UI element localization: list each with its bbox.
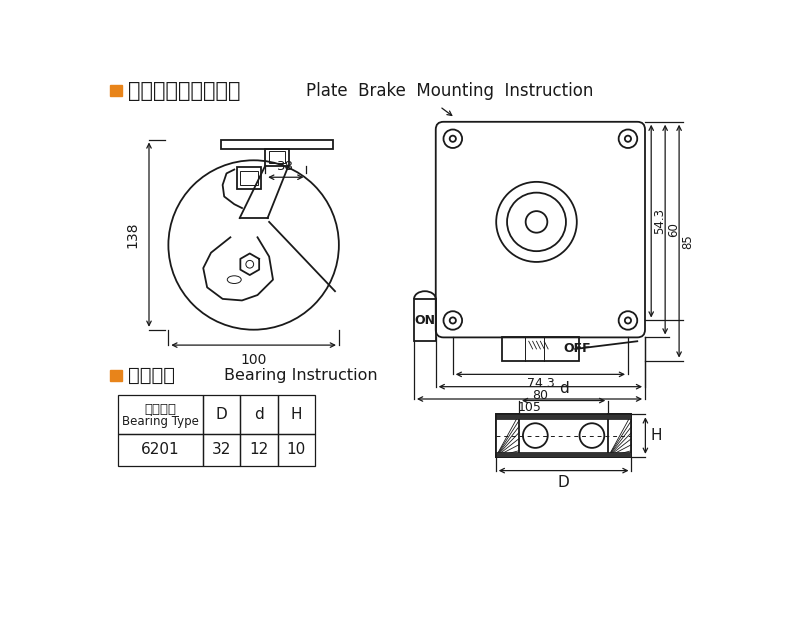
Bar: [495, 415, 519, 457]
Text: d: d: [559, 381, 569, 396]
Text: 60: 60: [667, 222, 680, 237]
Text: 85: 85: [682, 234, 694, 248]
Bar: [495, 415, 631, 457]
Text: 平顶刹车安装尺寸图: 平顶刹车安装尺寸图: [128, 81, 241, 101]
Bar: [241, 171, 257, 185]
Text: ON: ON: [414, 314, 436, 326]
Bar: [495, 452, 631, 457]
Bar: [502, 338, 579, 360]
Text: D: D: [216, 407, 228, 422]
Bar: [414, 299, 436, 341]
Bar: [110, 370, 122, 381]
Bar: [241, 395, 278, 433]
Text: 12: 12: [249, 442, 269, 457]
Text: D: D: [558, 475, 570, 490]
Bar: [110, 85, 122, 96]
Text: 轴承说明: 轴承说明: [128, 366, 175, 385]
Bar: [269, 151, 285, 163]
Text: 32: 32: [212, 442, 231, 457]
Text: Bearing Instruction: Bearing Instruction: [224, 368, 378, 383]
Text: 80: 80: [533, 389, 548, 402]
Text: 105: 105: [518, 401, 541, 415]
Bar: [608, 415, 631, 457]
Text: 6201: 6201: [141, 442, 180, 457]
Bar: [237, 167, 261, 189]
Bar: [204, 395, 241, 433]
Bar: [204, 433, 241, 466]
Bar: [278, 433, 315, 466]
Bar: [241, 433, 278, 466]
Text: 138: 138: [125, 221, 140, 248]
Text: Bearing Type: Bearing Type: [122, 415, 199, 428]
Text: d: d: [254, 407, 264, 422]
Text: 74.3: 74.3: [526, 377, 554, 390]
Bar: [118, 433, 204, 466]
Bar: [118, 395, 204, 433]
Text: 100: 100: [241, 353, 267, 367]
Bar: [221, 139, 333, 149]
Bar: [495, 415, 631, 419]
Text: 轴承型号: 轴承型号: [144, 403, 177, 416]
Text: Plate  Brake  Mounting  Instruction: Plate Brake Mounting Instruction: [306, 82, 593, 100]
Bar: [278, 395, 315, 433]
Bar: [265, 149, 289, 166]
Text: H: H: [290, 407, 302, 422]
Text: H: H: [650, 428, 661, 443]
Text: 38: 38: [278, 161, 294, 173]
Text: 10: 10: [286, 442, 306, 457]
Text: OFF: OFF: [563, 343, 591, 355]
Text: 54.3: 54.3: [653, 208, 667, 234]
